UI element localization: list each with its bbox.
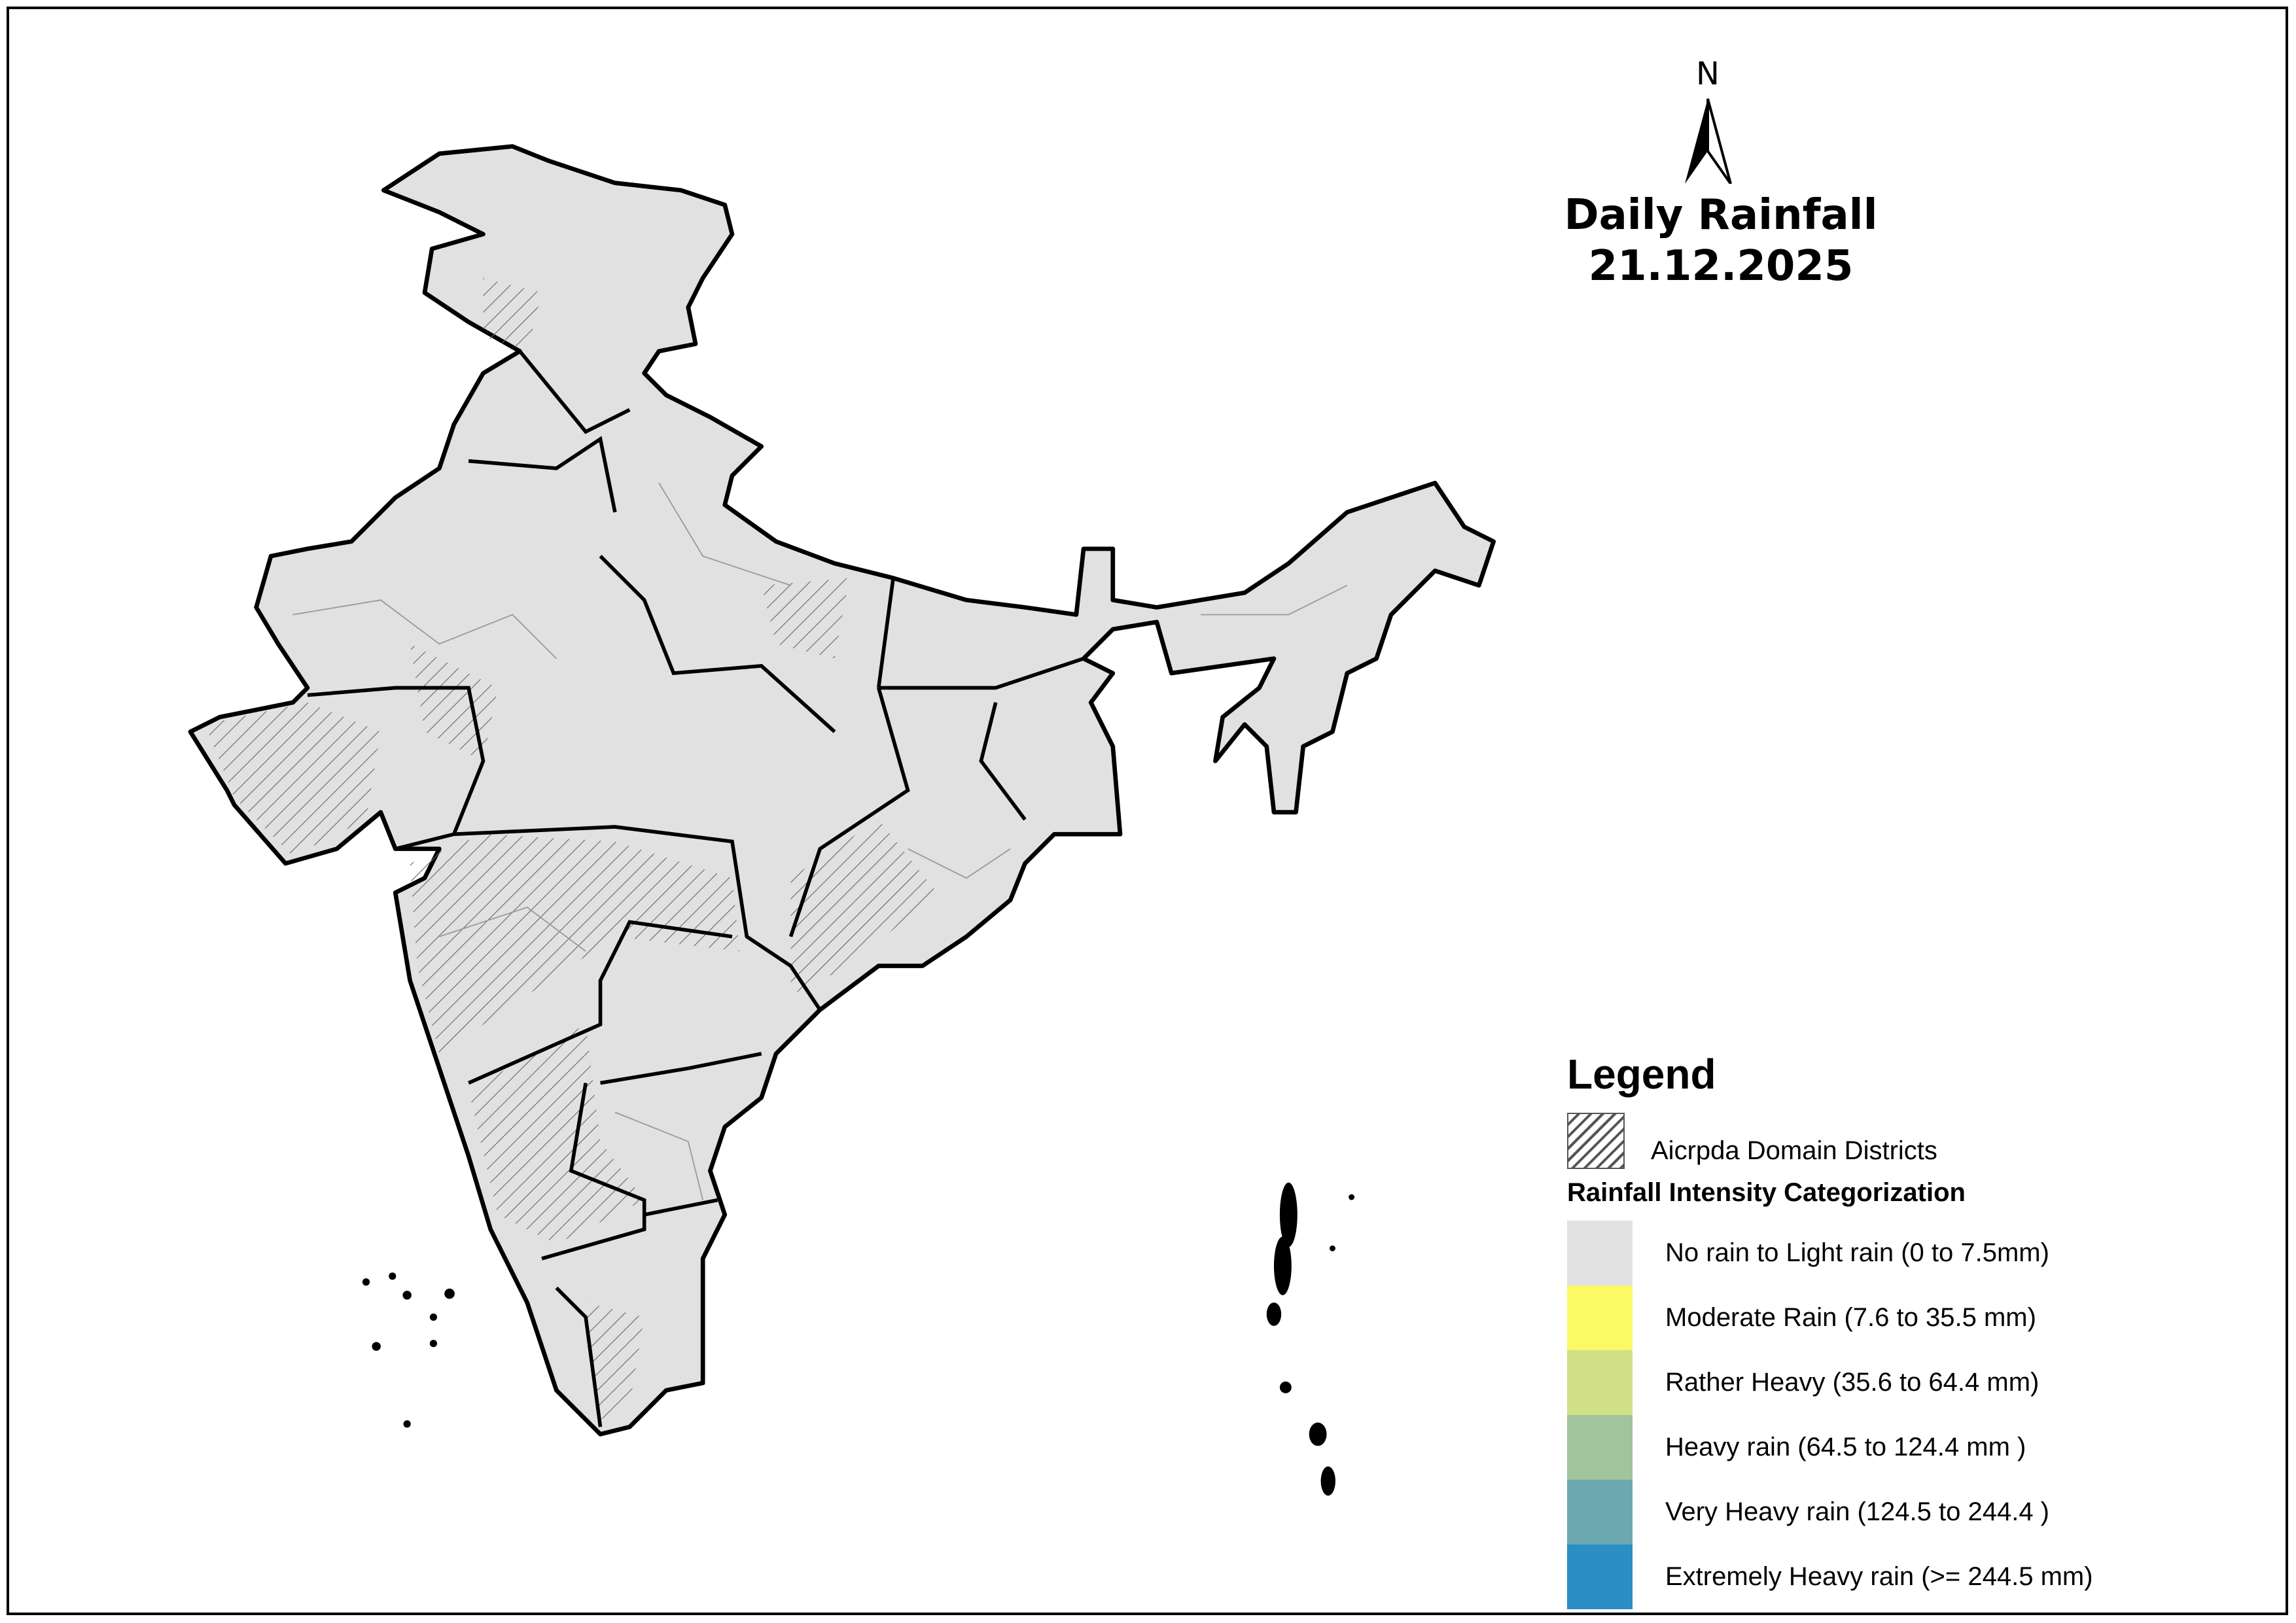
category-swatch bbox=[1567, 1415, 1633, 1480]
category-swatch bbox=[1567, 1350, 1633, 1415]
category-swatch bbox=[1567, 1221, 1633, 1285]
category-label: Heavy rain (64.5 to 124.4 mm ) bbox=[1665, 1433, 2026, 1461]
india-mainland bbox=[188, 144, 1496, 1437]
legend-hatch-item: Aicrpda Domain Districts bbox=[1567, 1111, 2221, 1170]
title-date: 21.12.2025 bbox=[1588, 242, 1854, 290]
lakshadweep-islands bbox=[362, 1272, 455, 1428]
district-boundaries bbox=[292, 482, 1348, 1200]
hatch-label: Aicrpda Domain Districts bbox=[1651, 1136, 1937, 1165]
legend: Legend Aicrpda Domain Districts Rainfall… bbox=[1567, 1050, 2221, 1609]
category-label: Moderate Rain (7.6 to 35.5 mm) bbox=[1665, 1303, 2036, 1332]
legend-category: Rather Heavy (35.6 to 64.4 mm) bbox=[1567, 1350, 2221, 1415]
category-label: No rain to Light rain (0 to 7.5mm) bbox=[1665, 1238, 2049, 1267]
legend-categories: No rain to Light rain (0 to 7.5mm) Moder… bbox=[1567, 1221, 2221, 1609]
category-label: Rather Heavy (35.6 to 64.4 mm) bbox=[1665, 1368, 2040, 1397]
state-boundaries bbox=[307, 350, 1084, 1427]
legend-title: Legend bbox=[1567, 1051, 1716, 1098]
legend-subtitle: Rainfall Intensity Categorization bbox=[1567, 1178, 1966, 1207]
map-frame bbox=[7, 7, 2288, 1615]
category-swatch bbox=[1567, 1480, 1633, 1544]
legend-category: Very Heavy rain (124.5 to 244.4 ) bbox=[1567, 1480, 2221, 1544]
legend-category: No rain to Light rain (0 to 7.5mm) bbox=[1567, 1221, 2221, 1285]
category-swatch bbox=[1567, 1544, 1633, 1609]
hatch-swatch bbox=[1567, 1113, 1625, 1169]
map-title: Daily Rainfall 21.12.2025 bbox=[1505, 190, 1937, 292]
legend-category: Extremely Heavy rain (>= 244.5 mm) bbox=[1567, 1544, 2221, 1609]
legend-category: Heavy rain (64.5 to 124.4 mm ) bbox=[1567, 1415, 2221, 1480]
legend-category: Moderate Rain (7.6 to 35.5 mm) bbox=[1567, 1285, 2221, 1350]
title-line1: Daily Rainfall bbox=[1564, 191, 1878, 239]
category-swatch bbox=[1567, 1285, 1633, 1350]
andaman-nicobar-islands bbox=[1266, 1182, 1355, 1496]
north-label: N bbox=[1696, 56, 1720, 92]
aicrpda-hatched-districts bbox=[205, 278, 938, 1420]
north-arrow-icon bbox=[1685, 98, 1732, 185]
category-label: Extremely Heavy rain (>= 244.5 mm) bbox=[1665, 1562, 2093, 1591]
north-arrow: N bbox=[1675, 56, 1740, 187]
category-label: Very Heavy rain (124.5 to 244.4 ) bbox=[1665, 1497, 2049, 1526]
